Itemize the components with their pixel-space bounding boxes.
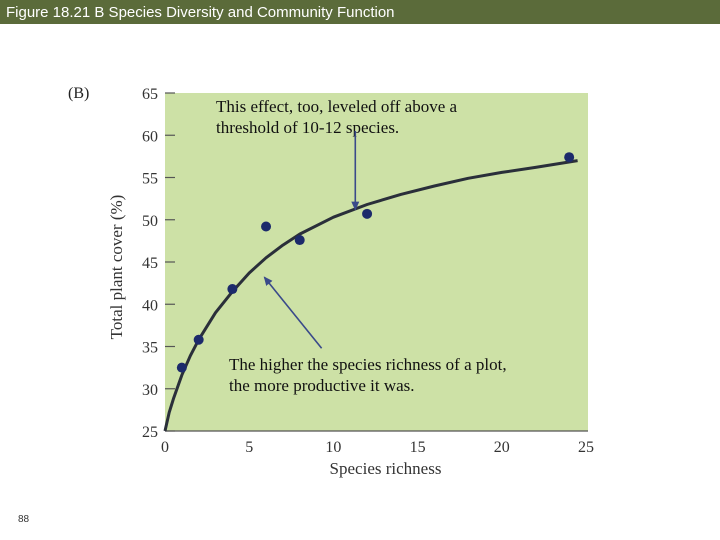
data-point: [193, 334, 204, 345]
y-tick-label: 65: [142, 86, 158, 103]
y-tick-label: 55: [142, 171, 158, 188]
x-tick-labels: 0 5 10 15 20 25: [161, 439, 594, 456]
y-tick-label: 60: [142, 128, 158, 145]
x-tick-label: 5: [245, 439, 253, 456]
y-tick-label: 50: [142, 213, 158, 230]
slide-title: Figure 18.21 B Species Diversity and Com…: [0, 0, 720, 24]
data-point: [227, 284, 238, 295]
y-tick-label: 30: [142, 382, 158, 399]
x-axis-title: Species richness: [330, 459, 442, 478]
y-tick-labels: 25 30 35 40 45 50 55 60 65: [142, 86, 158, 441]
annotation-arrow: [263, 276, 323, 349]
x-tick-label: 0: [161, 439, 169, 456]
data-points: [176, 152, 575, 373]
y-tick-label: 45: [142, 255, 158, 272]
annotation-text: The higher the species richness of a plo…: [229, 355, 507, 395]
x-tick-label: 10: [325, 439, 341, 456]
annotation-line: threshold of 10-12 species.: [216, 118, 399, 137]
y-tick-label: 35: [142, 340, 158, 357]
x-tick-label: 25: [578, 439, 594, 456]
panel-label: (B): [68, 85, 89, 102]
data-point: [564, 152, 575, 163]
data-point: [261, 221, 272, 232]
y-tick-marks: [165, 92, 175, 432]
annotations: This effect, too, leveled off above a thr…: [216, 97, 507, 395]
y-tick-label: 40: [142, 297, 158, 314]
data-point: [176, 362, 187, 373]
annotation-text: This effect, too, leveled off above a thr…: [216, 97, 458, 137]
x-tick-label: 20: [494, 439, 510, 456]
page-number: 88: [18, 514, 30, 525]
annotation-line: The higher the species richness of a plo…: [229, 355, 507, 374]
plot-background: [165, 93, 588, 431]
data-point: [294, 235, 305, 246]
y-tick-label: 25: [142, 424, 158, 441]
annotation-line: This effect, too, leveled off above a: [216, 97, 458, 116]
y-axis-title: Total plant cover (%): [107, 195, 126, 340]
annotation-line: the more productive it was.: [229, 376, 415, 395]
data-point: [362, 208, 373, 219]
x-tick-label: 15: [410, 439, 426, 456]
